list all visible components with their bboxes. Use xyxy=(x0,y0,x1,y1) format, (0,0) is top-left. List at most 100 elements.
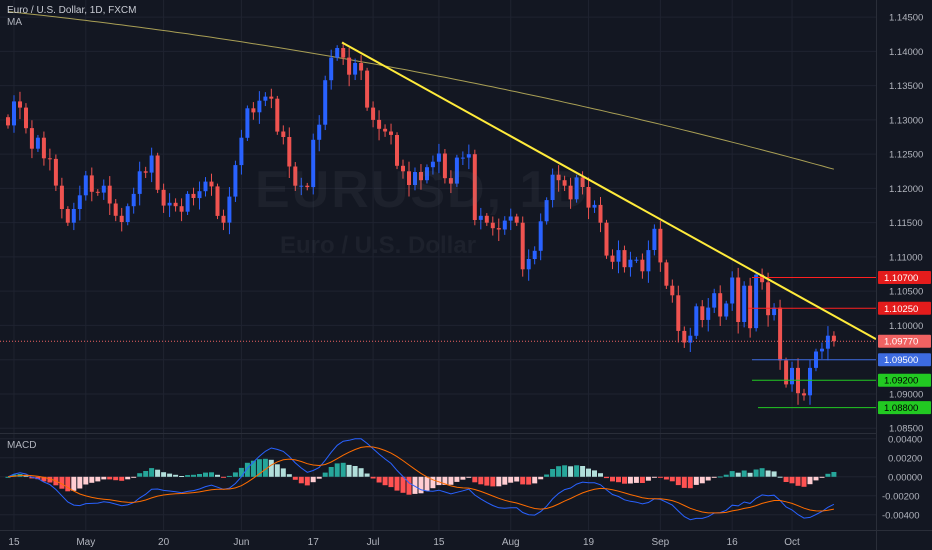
candle-body xyxy=(682,330,687,343)
candle-body xyxy=(664,262,669,286)
macd-histogram-bar xyxy=(478,476,484,485)
candle-body xyxy=(407,171,411,185)
support_green-price-badge xyxy=(878,373,931,387)
macd-histogram-bar xyxy=(179,476,185,477)
candle-body xyxy=(724,303,729,317)
candle-body xyxy=(179,206,184,212)
candle-body xyxy=(802,393,806,396)
candle-body xyxy=(562,180,567,186)
support_blue-price-badge xyxy=(878,353,931,367)
candle-body xyxy=(670,285,675,296)
macd-histogram-bar xyxy=(131,476,137,478)
macd-histogram-bar xyxy=(819,476,825,478)
candle-body xyxy=(143,171,148,173)
macd-histogram-bar xyxy=(544,474,550,477)
time-axis-tick-label: Aug xyxy=(502,537,520,548)
candle-body xyxy=(760,274,765,283)
candle-body xyxy=(502,220,507,230)
price-axis-tick-label: 1.08500 xyxy=(889,424,923,435)
macd-histogram-bar xyxy=(604,476,609,479)
candle-body xyxy=(203,181,208,192)
macd-histogram-bar xyxy=(705,476,711,481)
macd-histogram-bar xyxy=(400,476,406,493)
candle-body xyxy=(472,154,477,220)
macd-histogram-bar xyxy=(657,476,663,478)
price-axis-tick-label: 1.10500 xyxy=(889,287,923,298)
macd-histogram-bar xyxy=(173,474,179,477)
candle-body xyxy=(191,193,196,198)
candle-body xyxy=(353,63,358,75)
candle-body xyxy=(556,174,561,181)
candle-body xyxy=(119,215,124,222)
macd-histogram-bar xyxy=(382,476,388,486)
candle-body xyxy=(41,137,46,159)
candle-body xyxy=(389,131,393,135)
time-axis-tick-label: 16 xyxy=(727,537,739,548)
macd-histogram-bar xyxy=(574,465,580,477)
macd-histogram-bar xyxy=(89,476,95,483)
macd-histogram-bar xyxy=(801,476,807,487)
candle-body xyxy=(550,174,555,200)
macd-histogram-bar xyxy=(448,476,454,485)
macd-histogram-bar xyxy=(334,463,340,477)
candle-body xyxy=(628,259,633,268)
candle-body xyxy=(718,293,723,317)
macd-histogram-bar xyxy=(627,476,633,484)
macd-histogram-bar xyxy=(113,476,119,481)
resistance-price-badge-label: 1.10700 xyxy=(884,273,918,284)
price-axis-tick-label: 1.13000 xyxy=(889,115,923,126)
macd-histogram-bar xyxy=(346,464,352,477)
candle-body xyxy=(460,157,465,159)
candle-body xyxy=(227,196,232,223)
support_blue-price-badge-label: 1.09500 xyxy=(884,355,918,366)
macd-indicator-label[interactable]: MACD xyxy=(7,440,37,451)
candle-body xyxy=(430,161,435,168)
time-axis-tick-label: Jun xyxy=(233,537,249,548)
macd-histogram-bar xyxy=(813,476,819,481)
macd-histogram-bar xyxy=(717,476,723,478)
macd-histogram-bar xyxy=(232,472,238,477)
candle-body xyxy=(712,293,717,308)
trendline xyxy=(341,41,877,341)
candle-body xyxy=(137,171,142,194)
candle-body xyxy=(646,250,651,272)
candle-body xyxy=(317,124,322,140)
price-axis-tick-label: 1.10000 xyxy=(889,321,923,332)
candle-body xyxy=(197,191,202,199)
candle-body xyxy=(598,204,603,223)
candle-body xyxy=(730,277,735,304)
macd-histogram-bar xyxy=(639,476,645,483)
candle-body xyxy=(496,228,501,230)
macd-histogram-bar xyxy=(723,474,729,477)
price-axis-tick-label: 1.12500 xyxy=(889,150,923,161)
candle-body xyxy=(700,306,705,320)
macd-histogram-bar xyxy=(586,468,591,477)
ma-indicator-label[interactable]: MA xyxy=(7,17,22,28)
candle-body xyxy=(425,167,429,181)
candle-body xyxy=(616,250,621,262)
candle-body xyxy=(24,107,28,129)
candle-body xyxy=(766,282,771,316)
candle-body xyxy=(215,186,220,216)
macd-histogram-bar xyxy=(592,470,597,477)
macd-histogram-bar xyxy=(771,471,777,477)
candle-body xyxy=(742,285,747,322)
macd-histogram-bar xyxy=(783,476,789,482)
time-axis-tick-label: Jul xyxy=(367,537,380,548)
candle-body xyxy=(652,228,657,250)
candle-body xyxy=(401,165,405,172)
candle-body xyxy=(113,203,118,216)
candle-body xyxy=(688,335,693,343)
candle-body xyxy=(29,128,34,149)
time-axis-tick-label: May xyxy=(76,537,95,548)
symbol-title[interactable]: Euro / U.S. Dollar, 1D, FXCM xyxy=(7,5,137,16)
candle-body xyxy=(395,135,399,166)
candle-body xyxy=(53,158,58,186)
candle-body xyxy=(754,274,759,329)
macd-histogram-bar xyxy=(741,470,747,477)
candle-body xyxy=(12,101,16,126)
candle-body xyxy=(161,189,166,206)
time-axis-tick-label: 15 xyxy=(8,537,20,548)
